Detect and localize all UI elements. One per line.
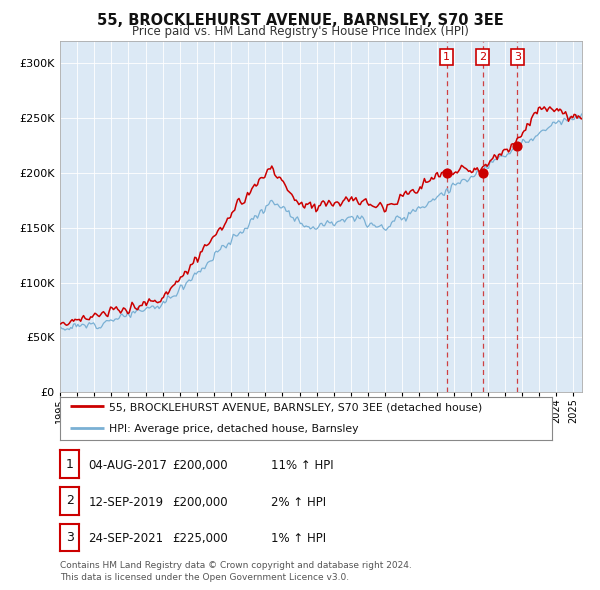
Point — [478, 168, 488, 178]
Text: £200,000: £200,000 — [172, 496, 228, 509]
Text: 55, BROCKLEHURST AVENUE, BARNSLEY, S70 3EE (detached house): 55, BROCKLEHURST AVENUE, BARNSLEY, S70 3… — [109, 402, 482, 412]
Text: 04-AUG-2017: 04-AUG-2017 — [88, 459, 167, 472]
Text: 12-SEP-2019: 12-SEP-2019 — [88, 496, 163, 509]
Text: £200,000: £200,000 — [172, 459, 228, 472]
Text: 1: 1 — [443, 52, 450, 62]
Text: Contains HM Land Registry data © Crown copyright and database right 2024.
This d: Contains HM Land Registry data © Crown c… — [60, 561, 412, 582]
Text: 1: 1 — [65, 458, 74, 471]
Text: 11% ↑ HPI: 11% ↑ HPI — [271, 459, 334, 472]
Text: Price paid vs. HM Land Registry's House Price Index (HPI): Price paid vs. HM Land Registry's House … — [131, 25, 469, 38]
Point — [512, 141, 522, 150]
Text: HPI: Average price, detached house, Barnsley: HPI: Average price, detached house, Barn… — [109, 424, 359, 434]
Text: 24-SEP-2021: 24-SEP-2021 — [88, 532, 163, 545]
Text: 55, BROCKLEHURST AVENUE, BARNSLEY, S70 3EE: 55, BROCKLEHURST AVENUE, BARNSLEY, S70 3… — [97, 13, 503, 28]
Text: £225,000: £225,000 — [172, 532, 228, 545]
Text: 1% ↑ HPI: 1% ↑ HPI — [271, 532, 326, 545]
Text: 2: 2 — [479, 52, 487, 62]
Text: 2: 2 — [65, 494, 74, 507]
Text: 3: 3 — [65, 531, 74, 544]
Point — [442, 168, 451, 178]
Text: 3: 3 — [514, 52, 521, 62]
Text: 2% ↑ HPI: 2% ↑ HPI — [271, 496, 326, 509]
